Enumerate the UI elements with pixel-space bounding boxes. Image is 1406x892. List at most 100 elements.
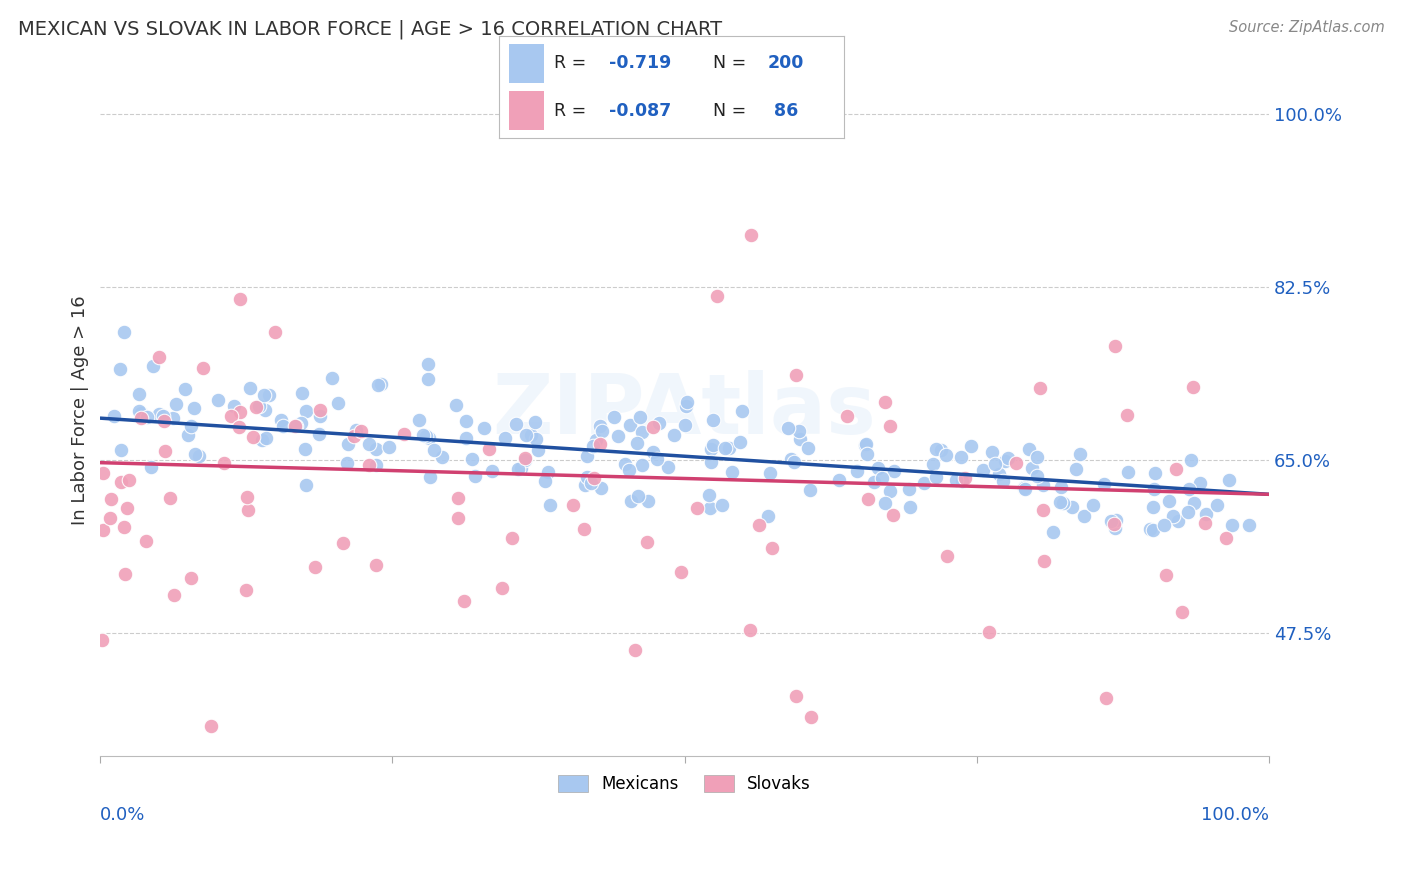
- Point: [357, 437, 380, 451]
- Point: [128, 404, 150, 418]
- Point: [1180, 453, 1202, 467]
- Point: [1014, 482, 1036, 496]
- Point: [972, 463, 994, 477]
- Point: [870, 471, 893, 485]
- Point: [1171, 606, 1194, 620]
- Point: [1237, 517, 1260, 532]
- Point: [98, 511, 121, 525]
- Point: [454, 414, 477, 428]
- Point: [1143, 482, 1166, 496]
- Point: [408, 413, 430, 427]
- Point: [620, 494, 643, 508]
- Point: [263, 325, 285, 339]
- Point: [139, 460, 162, 475]
- Point: [515, 428, 537, 442]
- Point: [868, 461, 890, 475]
- Point: [582, 471, 605, 485]
- Point: [702, 413, 724, 427]
- Point: [759, 467, 782, 481]
- Point: [245, 400, 267, 414]
- Point: [270, 413, 292, 427]
- Point: [898, 482, 921, 496]
- Point: [883, 464, 905, 478]
- Point: [1049, 495, 1071, 509]
- Point: [1095, 691, 1118, 706]
- Point: [294, 442, 316, 456]
- Point: [1052, 496, 1074, 510]
- Point: [706, 289, 728, 303]
- Point: [447, 510, 470, 524]
- Point: [183, 447, 205, 461]
- Point: [538, 498, 561, 512]
- Point: [713, 441, 735, 455]
- Point: [717, 441, 740, 455]
- Point: [328, 395, 350, 409]
- Point: [207, 393, 229, 408]
- Point: [1102, 517, 1125, 532]
- Point: [994, 454, 1017, 468]
- Point: [728, 434, 751, 449]
- Point: [1166, 462, 1188, 476]
- Point: [336, 456, 359, 470]
- Point: [135, 409, 157, 424]
- Point: [960, 439, 983, 453]
- Point: [454, 431, 477, 445]
- Point: [418, 470, 440, 484]
- Point: [856, 491, 879, 506]
- Point: [835, 409, 858, 424]
- Point: [1104, 338, 1126, 352]
- Point: [785, 368, 807, 382]
- Point: [730, 404, 752, 418]
- Point: [950, 475, 973, 489]
- Point: [799, 483, 821, 497]
- Point: [645, 451, 668, 466]
- Point: [1049, 479, 1071, 493]
- Point: [1029, 381, 1052, 395]
- Text: ZIPAtlas: ZIPAtlas: [492, 370, 876, 450]
- Point: [1005, 456, 1028, 470]
- Point: [935, 549, 957, 563]
- Point: [290, 416, 312, 430]
- Point: [294, 404, 316, 418]
- Point: [481, 464, 503, 478]
- Point: [1042, 525, 1064, 540]
- Point: [675, 395, 697, 409]
- Point: [631, 425, 654, 440]
- Point: [572, 522, 595, 536]
- Point: [1195, 507, 1218, 521]
- Point: [882, 508, 904, 522]
- Point: [112, 520, 135, 534]
- Point: [524, 432, 547, 446]
- Point: [721, 465, 744, 479]
- Point: [343, 428, 366, 442]
- Point: [415, 429, 437, 443]
- Point: [344, 423, 367, 437]
- Point: [623, 643, 645, 657]
- Point: [1206, 498, 1229, 512]
- Point: [284, 419, 307, 434]
- Point: [114, 566, 136, 581]
- Point: [364, 458, 387, 472]
- Point: [162, 410, 184, 425]
- Point: [117, 500, 139, 515]
- Point: [589, 437, 612, 451]
- Point: [453, 594, 475, 608]
- Point: [491, 581, 513, 595]
- Point: [1161, 508, 1184, 523]
- Point: [180, 571, 202, 585]
- Point: [585, 433, 607, 447]
- Point: [617, 463, 640, 477]
- Point: [1014, 481, 1036, 495]
- Text: -0.087: -0.087: [609, 102, 672, 120]
- Point: [800, 710, 823, 724]
- Point: [997, 450, 1019, 465]
- Point: [392, 427, 415, 442]
- Point: [304, 560, 326, 574]
- Point: [855, 437, 877, 451]
- Point: [1218, 473, 1240, 487]
- Point: [1060, 500, 1083, 514]
- Point: [165, 397, 187, 411]
- Point: [321, 371, 343, 385]
- Point: [576, 470, 599, 484]
- Point: [787, 425, 810, 439]
